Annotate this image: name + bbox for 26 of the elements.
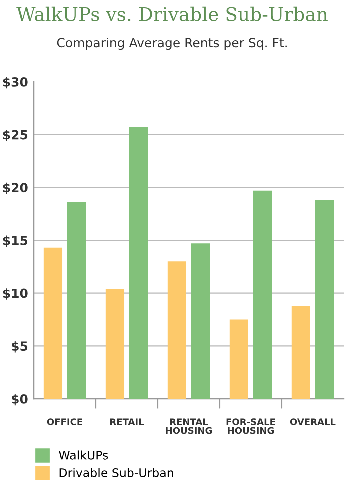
x-tick-label: RETAIL [110, 418, 144, 426]
y-tick-label: $25 [3, 130, 28, 142]
x-tick-label: RENTAL HOUSING [166, 418, 212, 434]
bar [67, 202, 86, 399]
bar [292, 306, 310, 399]
chart-subtitle: Comparing Average Rents per Sq. Ft. [57, 38, 287, 50]
x-tick-label: OFFICE [47, 418, 82, 426]
legend-label: WalkUPs [59, 450, 108, 460]
bar [106, 289, 125, 399]
bar [315, 200, 334, 399]
y-tick-label: $30 [3, 77, 28, 89]
bar [191, 244, 210, 399]
y-tick-label: $20 [3, 182, 28, 194]
bar [44, 248, 63, 399]
bar [168, 262, 187, 399]
y-tick-label: $5 [12, 341, 28, 353]
bar [230, 320, 248, 399]
y-tick-label: $0 [12, 394, 28, 406]
x-tick-label: FOR-SALE HOUSING [226, 418, 276, 434]
chart-title: WalkUPs vs. Drivable Sub-Urban [16, 6, 328, 22]
bar [253, 190, 272, 399]
y-tick-label: $15 [3, 236, 28, 248]
legend-label: Drivable Sub-Urban [60, 468, 174, 478]
x-tick-label: OVERALL [290, 418, 336, 426]
bar [129, 127, 148, 399]
y-tick-label: $10 [3, 288, 28, 300]
